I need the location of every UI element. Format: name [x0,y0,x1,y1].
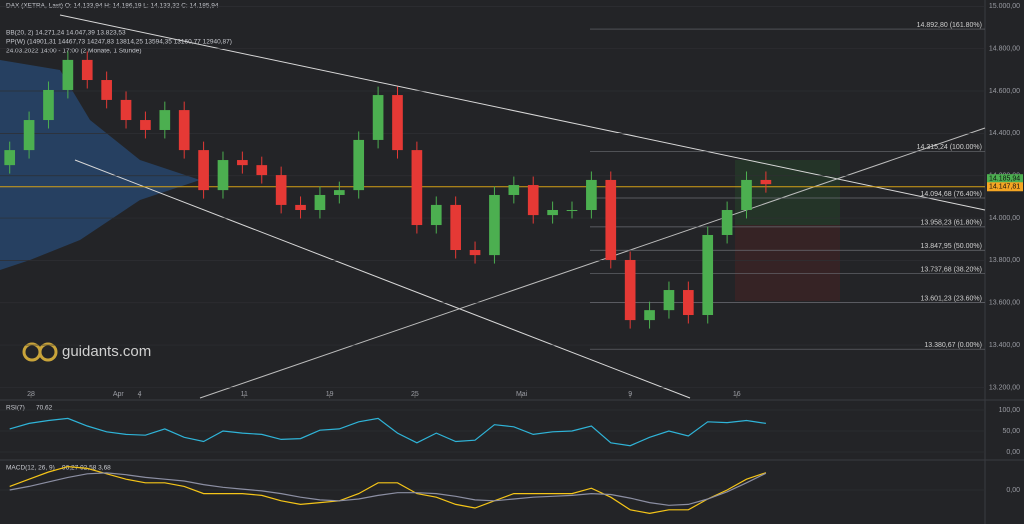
candle-body [101,80,112,100]
stop-zone [735,225,840,301]
candle-body [547,210,558,216]
y-tick-label: 15.000,00 [989,3,1020,10]
candle-body [702,234,714,316]
x-tick-label: Apr [113,391,125,398]
candle-body [721,210,733,235]
candle-body [392,95,403,151]
candle-body [508,185,520,195]
y-tick-label: 14.600,00 [989,88,1020,95]
candle-body [275,175,287,205]
y-tick-label: 13.600,00 [989,300,1020,307]
watermark-text: guidants.com [62,343,151,360]
candle-body [43,89,54,121]
fib-label: 14.892,80 (161.80%) [917,22,982,29]
candle-body [605,179,617,260]
header-line: 24.03.2022 14:00 - 17:00 (2 Monate, 1 St… [6,48,142,55]
candle-body [469,250,481,256]
candle-body [23,120,35,151]
candle-body [4,150,16,166]
candle-body [372,95,384,140]
trendline [59,14,986,211]
fib-label: 14.315,24 (100.00%) [917,144,982,151]
candle-body [333,190,345,195]
y-tick-label: 13.800,00 [989,257,1020,264]
fib-label: 13.737,68 (38.20%) [921,266,983,273]
price-tag-label: 14.185,94 [989,176,1020,183]
candle-body [198,150,209,191]
header-line: BB(20, 2) 14.271,24 14.047,39 13.823,53 [6,30,126,37]
candle-body [353,139,365,191]
trendline [74,159,691,399]
x-tick-label: Mai [516,391,528,398]
indicator-line [9,417,766,447]
watermark: guidants.com [22,342,151,362]
x-tick-label: 9 [628,391,632,398]
price-tag-label: 14.147,81 [989,184,1020,191]
fib-label: 13.601,23 (23.60%) [921,295,983,302]
candle-body [566,210,578,212]
rsi-title: RSI(7) [6,405,25,412]
fib-label: 13.958,23 (61.80%) [921,220,983,227]
candle-body [624,259,636,321]
fib-label: 14.094,68 (76.40%) [921,191,983,198]
candle-body [256,165,268,176]
candle-body [178,110,190,151]
x-tick-label: 28 [27,391,35,398]
candle-body [140,120,151,130]
fib-label: 13.380,67 (0.00%) [924,342,982,349]
candle-body [644,310,655,321]
logo [38,342,58,362]
candle-body [450,204,461,251]
candle-body [81,59,93,81]
trendline [199,127,986,399]
y-tick-label: 100,00 [999,407,1021,414]
indicator-line [9,472,767,506]
candle-body [62,59,74,90]
macd-title: MACD(12, 26, 9) [6,465,55,472]
candle-body [411,150,423,226]
candle-body [120,99,132,121]
y-tick-label: 0,00 [1006,449,1020,456]
rsi-readout: 70,62 [36,405,53,412]
candle-body [489,194,500,256]
candle-body [430,204,442,226]
candle-body [741,179,752,211]
candle-body [760,179,772,185]
candle-body [217,160,229,191]
indicator-line [9,465,767,515]
candle-body [237,160,248,166]
price-tag [987,174,1023,184]
x-tick-label: 11 [241,391,248,398]
x-tick-label: 16 [733,391,741,398]
target-zone [735,160,840,225]
candle-body [295,204,306,211]
y-tick-label: 14.400,00 [989,130,1020,137]
header-line: PP(W) (14901,31 14467,73 14247,83 13814,… [6,39,232,46]
y-tick-label: 14.000,00 [989,215,1020,222]
y-tick-label: 13.400,00 [989,342,1020,349]
x-tick-label: 25 [411,391,419,398]
candle-body [663,290,675,311]
price-tag [987,182,1023,192]
y-tick-label: 13.200,00 [989,384,1020,391]
candle-body [683,290,694,316]
candle-body [586,179,597,211]
x-tick-label: 4 [138,391,142,398]
y-tick-label: 50,00 [1002,428,1020,435]
x-tick-label: 19 [326,391,334,398]
candle-body [314,194,326,211]
candle-body [159,110,171,130]
candle-body [527,185,539,216]
y-tick-label: 14.800,00 [989,46,1020,53]
y-tick-label: 0,00 [1006,487,1020,494]
fib-label: 13.847,95 (50.00%) [921,243,983,250]
